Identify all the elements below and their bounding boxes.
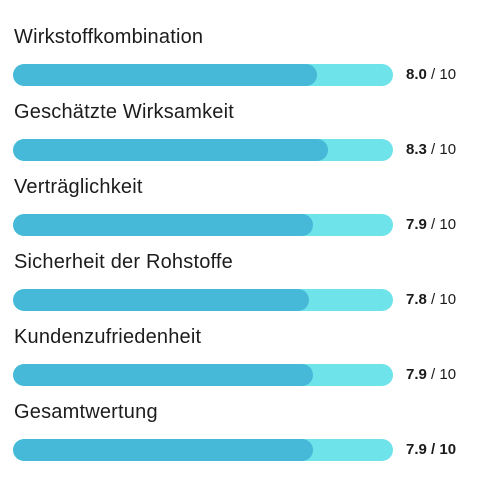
rating-bar-fill [13, 439, 314, 461]
rating-score: 8.3 / 10 [406, 140, 456, 160]
score-value: 7.8 [406, 291, 427, 308]
score-value: 8.3 [406, 141, 427, 158]
rating-bar-fill [13, 64, 317, 86]
rating-bar-fill [13, 289, 310, 311]
score-max: / 10 [431, 291, 457, 308]
rating-bar-track [13, 139, 393, 161]
rating-row-wirkstoffkombination: Wirkstoffkombination 8.0 / 10 [13, 22, 473, 97]
rating-label: Verträglichkeit [14, 176, 143, 198]
rating-bar-fill [13, 139, 329, 161]
rating-bar-fill [13, 214, 314, 236]
rating-score: 7.9 / 10 [406, 365, 456, 385]
rating-bar-track [13, 214, 393, 236]
score-value: 7.9 [406, 441, 427, 458]
rating-label: Gesamtwertung [14, 401, 158, 423]
score-value: 8.0 [406, 66, 427, 83]
rating-score: 7.8 / 10 [406, 290, 456, 310]
rating-score-total: 7.9 / 10 [406, 440, 456, 460]
score-value: 7.9 [406, 366, 427, 383]
score-max: / 10 [431, 141, 457, 158]
rating-bar-track [13, 364, 393, 386]
rating-row-gesamtwertung: Gesamtwertung 7.9 / 10 [13, 397, 473, 472]
rating-bar-track [13, 439, 393, 461]
score-max: / 10 [431, 366, 457, 383]
rating-bar-track [13, 289, 393, 311]
rating-row-sicherheit-der-rohstoffe: Sicherheit der Rohstoffe 7.8 / 10 [13, 247, 473, 322]
rating-label: Geschätzte Wirksamkeit [14, 101, 235, 123]
rating-score: 7.9 / 10 [406, 215, 456, 235]
score-value: 7.9 [406, 216, 427, 233]
rating-list: Wirkstoffkombination 8.0 / 10 Geschätzte… [13, 22, 473, 472]
score-max: / 10 [431, 441, 457, 458]
score-max: / 10 [431, 66, 457, 83]
rating-label: Kundenzufriedenheit [14, 326, 202, 348]
rating-row-kundenzufriedenheit: Kundenzufriedenheit 7.9 / 10 [13, 322, 473, 397]
rating-score: 8.0 / 10 [406, 65, 456, 85]
rating-row-geschaetzte-wirksamkeit: Geschätzte Wirksamkeit 8.3 / 10 [13, 97, 473, 172]
rating-row-vertraeglichkeit: Verträglichkeit 7.9 / 10 [13, 172, 473, 247]
rating-label: Sicherheit der Rohstoffe [14, 251, 233, 273]
rating-bar-track [13, 64, 393, 86]
rating-label: Wirkstoffkombination [14, 26, 204, 48]
rating-bar-fill [13, 364, 314, 386]
score-max: / 10 [431, 216, 457, 233]
